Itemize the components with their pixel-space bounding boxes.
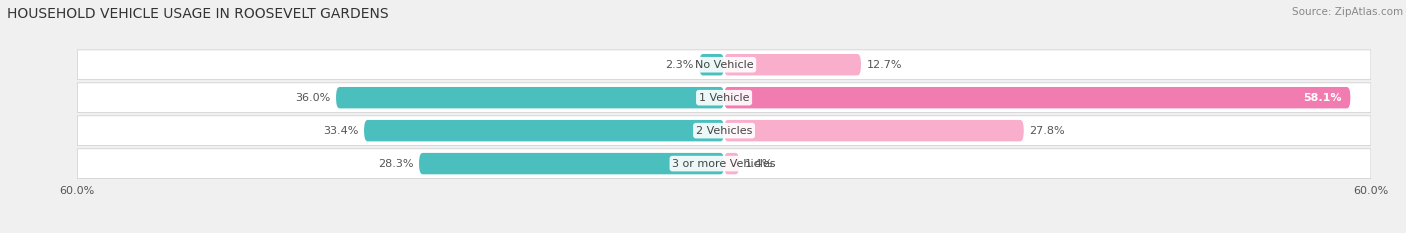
Text: HOUSEHOLD VEHICLE USAGE IN ROOSEVELT GARDENS: HOUSEHOLD VEHICLE USAGE IN ROOSEVELT GAR… bbox=[7, 7, 388, 21]
FancyBboxPatch shape bbox=[364, 120, 724, 141]
FancyBboxPatch shape bbox=[724, 87, 1350, 108]
Text: 33.4%: 33.4% bbox=[323, 126, 359, 136]
Text: No Vehicle: No Vehicle bbox=[695, 60, 754, 70]
FancyBboxPatch shape bbox=[419, 153, 724, 174]
Text: 58.1%: 58.1% bbox=[1303, 93, 1341, 103]
FancyBboxPatch shape bbox=[77, 149, 1371, 178]
FancyBboxPatch shape bbox=[77, 50, 1371, 79]
FancyBboxPatch shape bbox=[699, 54, 724, 75]
Text: 2.3%: 2.3% bbox=[665, 60, 695, 70]
FancyBboxPatch shape bbox=[724, 54, 860, 75]
FancyBboxPatch shape bbox=[724, 120, 1024, 141]
FancyBboxPatch shape bbox=[336, 87, 724, 108]
Text: 36.0%: 36.0% bbox=[295, 93, 330, 103]
Text: 27.8%: 27.8% bbox=[1029, 126, 1064, 136]
FancyBboxPatch shape bbox=[77, 116, 1371, 145]
Text: 12.7%: 12.7% bbox=[866, 60, 901, 70]
Text: 2 Vehicles: 2 Vehicles bbox=[696, 126, 752, 136]
Text: 3 or more Vehicles: 3 or more Vehicles bbox=[672, 159, 776, 169]
Text: 28.3%: 28.3% bbox=[378, 159, 413, 169]
FancyBboxPatch shape bbox=[77, 83, 1371, 113]
FancyBboxPatch shape bbox=[724, 153, 740, 174]
Text: Source: ZipAtlas.com: Source: ZipAtlas.com bbox=[1292, 7, 1403, 17]
Text: 1 Vehicle: 1 Vehicle bbox=[699, 93, 749, 103]
Text: 1.4%: 1.4% bbox=[745, 159, 773, 169]
